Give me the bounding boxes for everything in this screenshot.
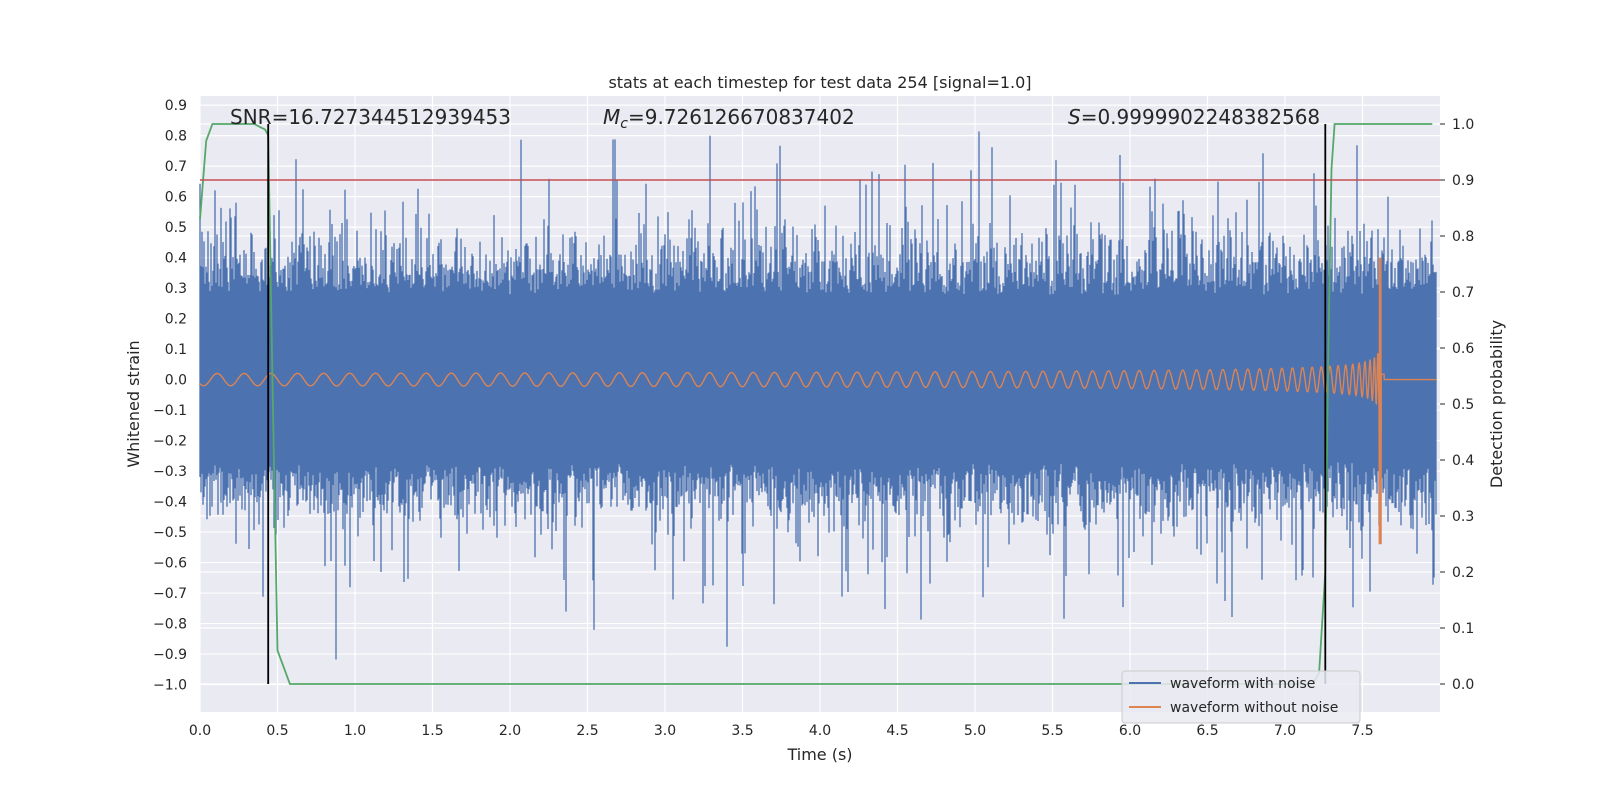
x-tick-label: 4.5 xyxy=(886,723,908,739)
y-right-tick-label: 1.0 xyxy=(1452,117,1474,133)
y-left-tick-label: 0.2 xyxy=(165,312,187,328)
x-tick-label: 3.5 xyxy=(731,723,753,739)
y-right-tick-label: 0.6 xyxy=(1452,341,1474,357)
x-tick-label: 6.0 xyxy=(1119,723,1141,739)
s-annotation: S=0.9999902248382568 xyxy=(1068,105,1320,129)
x-tick-label: 5.0 xyxy=(964,723,986,739)
y-right-tick-label: 0.7 xyxy=(1452,285,1474,301)
markers xyxy=(200,124,1440,684)
mc-annotation: Mc=9.726126670837402 xyxy=(603,105,855,132)
x-tick-label: 7.0 xyxy=(1274,723,1296,739)
y-right-tick-label: 0.8 xyxy=(1452,229,1474,245)
y-left-tick-label: −0.4 xyxy=(153,495,187,511)
snr-value: =16.727344512939453 xyxy=(272,105,511,129)
y-left-tick-label: −1.0 xyxy=(153,678,187,694)
x-tick-label: 5.5 xyxy=(1041,723,1063,739)
snr-label: SNR xyxy=(230,105,272,129)
mc-symbol: M xyxy=(603,105,620,129)
y-left-tick-label: −0.9 xyxy=(153,647,187,663)
y-axis-left-ticks: 0.9 0.8 0.7 0.6 0.5 0.4 0.3 0.2 0.1 0.0 −0.1 −0.2 −0… xyxy=(153,98,187,693)
x-tick-label: 0.5 xyxy=(266,723,288,739)
y-right-tick-label: 0.1 xyxy=(1452,621,1474,637)
x-tick-label: 2.0 xyxy=(499,723,521,739)
y-left-tick-label: −0.2 xyxy=(153,434,187,450)
s-value: =0.9999902248382568 xyxy=(1081,105,1320,129)
y-left-tick-label: 0.4 xyxy=(165,251,187,267)
s-symbol: S xyxy=(1068,105,1081,129)
y-axis-left-label: Whitened strain xyxy=(124,340,143,467)
snr-annotation: SNR=16.727344512939453 xyxy=(230,105,511,129)
x-tick-label: 0.0 xyxy=(189,723,211,739)
mc-value: =9.726126670837402 xyxy=(628,105,855,129)
x-tick-label: 2.5 xyxy=(576,723,598,739)
y-left-tick-label: −0.1 xyxy=(153,403,187,419)
y-axis-right-ticks: 1.0 0.9 0.8 0.7 0.6 0.5 0.4 0.3 0.2 0.1 0.0 xyxy=(1440,117,1474,693)
series-waveform-without-noise xyxy=(199,257,1437,545)
legend-label-with-noise: waveform with noise xyxy=(1170,676,1315,692)
x-tick-label: 3.0 xyxy=(654,723,676,739)
y-left-tick-label: 0.3 xyxy=(165,281,187,297)
x-tick-label: 1.5 xyxy=(421,723,443,739)
x-axis-ticks: 0.0 0.5 1.0 1.5 2.0 2.5 3.0 3.5 4.0 4.5 5.0 5.5 6.0 6… xyxy=(189,723,1374,739)
y-right-tick-label: 0.2 xyxy=(1452,565,1474,581)
detection-probability-line xyxy=(199,123,1433,685)
y-right-tick-label: 0.5 xyxy=(1452,397,1474,413)
legend-box xyxy=(1121,670,1361,724)
x-tick-label: 7.5 xyxy=(1351,723,1373,739)
y-left-tick-label: −0.3 xyxy=(153,464,187,480)
y-left-tick-label: 0.9 xyxy=(165,98,187,114)
y-right-tick-label: 0.0 xyxy=(1452,677,1474,693)
y-left-tick-label: −0.7 xyxy=(153,586,187,602)
mc-subscript: c xyxy=(620,116,628,132)
y-right-tick-label: 0.4 xyxy=(1452,453,1474,469)
y-left-tick-label: 0.1 xyxy=(165,342,187,358)
x-tick-label: 1.0 xyxy=(344,723,366,739)
y-left-tick-label: 0.5 xyxy=(165,220,187,236)
y-axis-right-label: Detection probability xyxy=(1487,320,1506,488)
series-detection-probability xyxy=(199,123,1433,685)
y-left-tick-label: −0.6 xyxy=(153,556,187,572)
y-left-tick-label: −0.5 xyxy=(153,525,187,541)
x-axis-label: Time (s) xyxy=(786,745,852,764)
y-right-tick-label: 0.3 xyxy=(1452,509,1474,525)
x-tick-label: 4.0 xyxy=(809,723,831,739)
y-left-tick-label: −0.8 xyxy=(153,617,187,633)
y-left-tick-label: 0.0 xyxy=(165,373,187,389)
y-left-tick-label: 0.8 xyxy=(165,129,187,145)
chart-title: stats at each timestep for test data 254… xyxy=(608,73,1031,92)
y-left-tick-label: 0.6 xyxy=(165,190,187,206)
y-right-tick-label: 0.9 xyxy=(1452,173,1474,189)
x-tick-label: 6.5 xyxy=(1196,723,1218,739)
legend-label-without-noise: waveform without noise xyxy=(1170,700,1338,716)
y-left-tick-label: 0.7 xyxy=(165,159,187,175)
legend: waveform with noise waveform without noi… xyxy=(1121,670,1361,724)
clean-waveform-trace xyxy=(199,257,1437,545)
